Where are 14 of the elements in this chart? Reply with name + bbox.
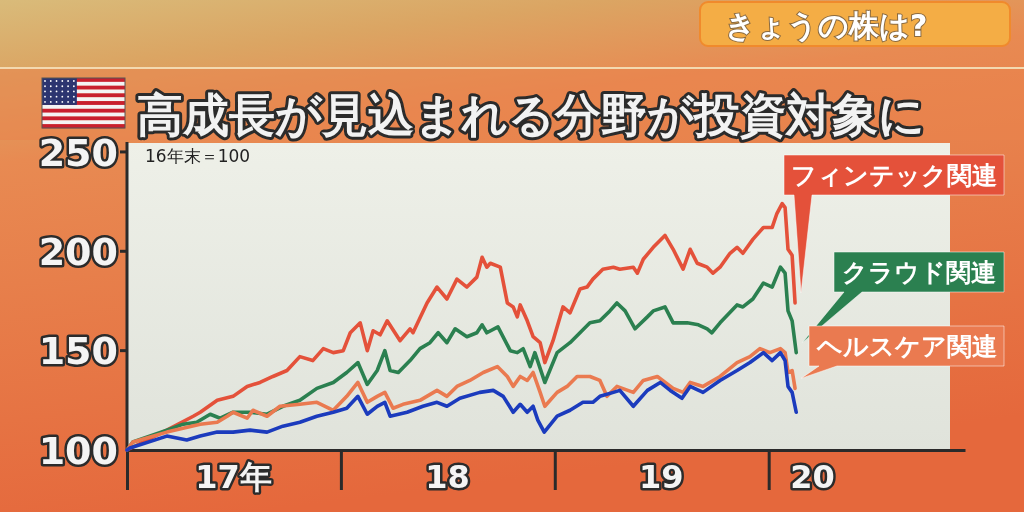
x-tick-label: 17年 [195, 458, 272, 496]
x-tick-label: 19 [639, 458, 684, 496]
y-tick-label: 200 [38, 229, 118, 274]
x-tick-label: 18 [425, 458, 470, 496]
y-tick-label: 250 [38, 130, 118, 175]
chart-title: 高成長が見込まれる分野が投資対象に [137, 88, 925, 142]
x-tick-label: 20 [790, 458, 835, 496]
y-tick-label: 150 [38, 329, 118, 374]
series-label: フィンテック関連 [791, 161, 997, 190]
text: クラウド関連 [842, 258, 996, 287]
text: きょうの株は? [725, 8, 928, 43]
series-label: ヘルスケア関連 [815, 332, 997, 361]
annotation: 16年末＝100 [145, 146, 251, 166]
y-tick-label: 100 [38, 428, 118, 473]
